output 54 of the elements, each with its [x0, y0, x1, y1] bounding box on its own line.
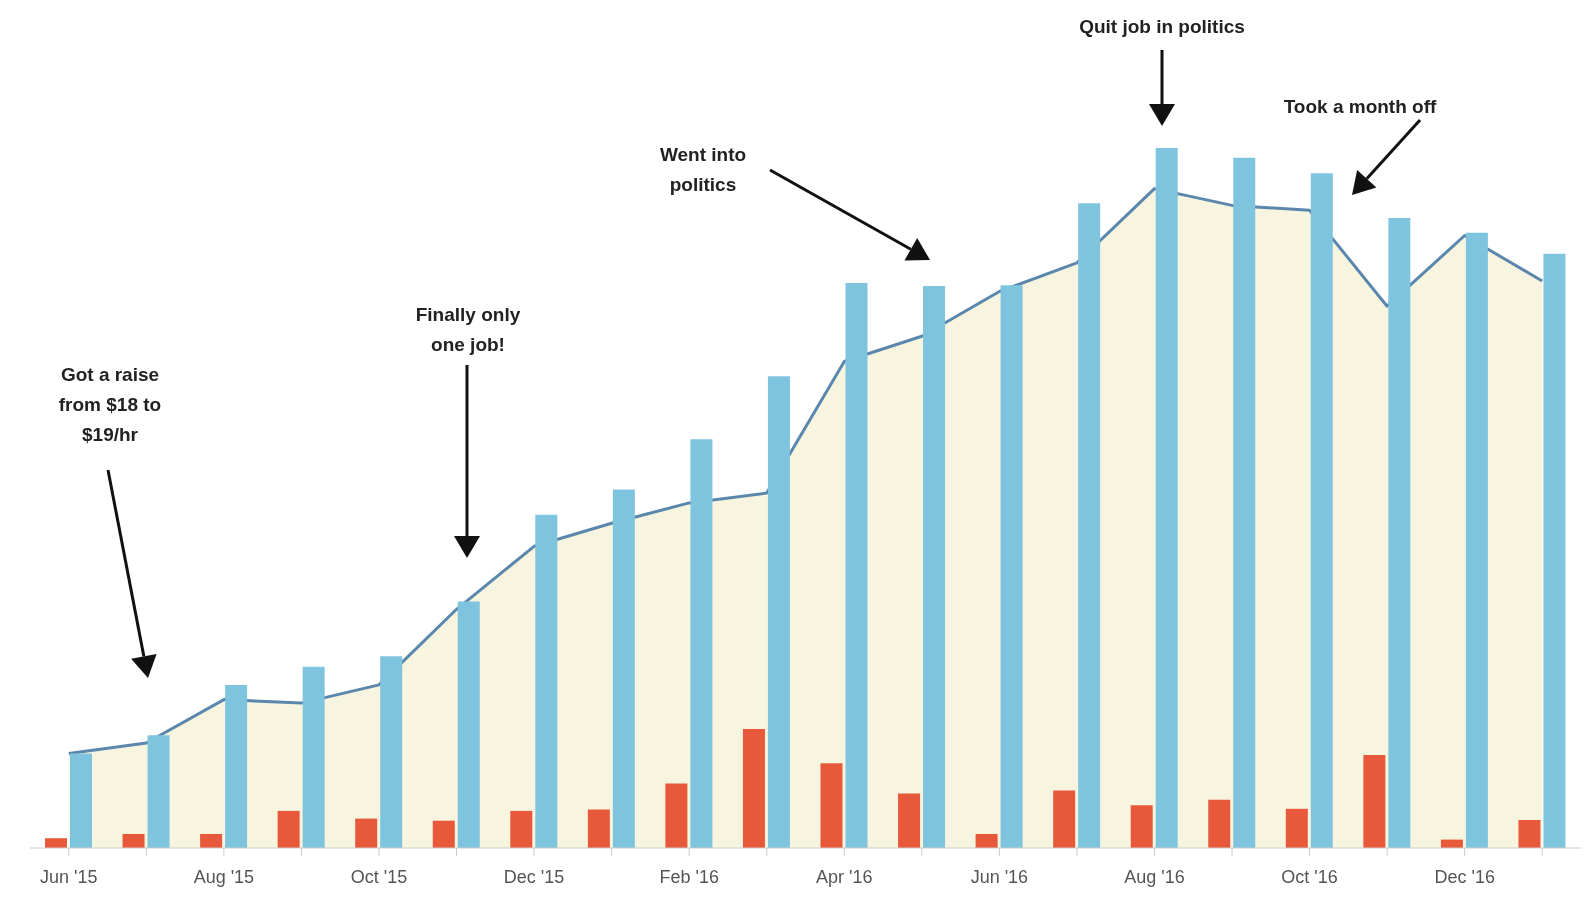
bar [1233, 157, 1256, 848]
x-tick-label: Oct '16 [1281, 866, 1338, 887]
bar [1053, 790, 1076, 848]
bar [1285, 808, 1308, 848]
bar [380, 656, 403, 848]
bar [1078, 203, 1101, 848]
text: Took a month off [1282, 95, 1438, 119]
bar [510, 810, 533, 848]
bar [1363, 754, 1386, 848]
bar [1388, 218, 1411, 848]
bar [147, 735, 170, 848]
bar [1155, 148, 1178, 848]
bar [535, 514, 558, 848]
annotation: Finally only one job! [414, 303, 522, 357]
bar [975, 834, 998, 848]
x-tick-label: Oct '15 [350, 866, 408, 887]
bar [355, 818, 378, 848]
bar [820, 763, 843, 848]
bar [200, 834, 223, 848]
x-tick-label: Jun '15 [40, 866, 98, 887]
bar [845, 283, 868, 848]
bar [45, 838, 67, 848]
bar [457, 601, 480, 848]
bar [1130, 805, 1153, 848]
x-tick-label: Aug '15 [193, 866, 255, 887]
bar [1543, 253, 1566, 848]
bar [1310, 173, 1333, 848]
bar [277, 810, 300, 848]
bar [1465, 232, 1488, 848]
bar [432, 820, 455, 848]
x-tick-label: Dec '16 [1434, 866, 1495, 887]
x-tick-label: Dec '15 [503, 866, 565, 887]
bar [612, 489, 635, 848]
x-tick-label: Jun '16 [970, 866, 1029, 887]
text: Quit job in politics [1078, 15, 1246, 39]
bar [1208, 799, 1231, 848]
annotation: Went into politics [658, 143, 748, 197]
bar [742, 729, 765, 848]
bar [923, 285, 946, 848]
bar [587, 809, 610, 848]
bar [1518, 820, 1541, 848]
bar [767, 376, 790, 848]
bar [898, 793, 921, 848]
x-tick-label: Feb '16 [659, 866, 719, 887]
bar [70, 753, 92, 848]
bar [690, 439, 713, 848]
x-tick-label: Apr '16 [816, 866, 873, 887]
bar [1000, 285, 1023, 848]
x-tick-label: Aug '16 [1124, 866, 1185, 887]
bar [665, 783, 688, 848]
bar [122, 834, 145, 848]
bar [302, 666, 325, 848]
annotation: Got a raise from $18 to $19/hr [57, 363, 163, 447]
bar [225, 684, 248, 848]
